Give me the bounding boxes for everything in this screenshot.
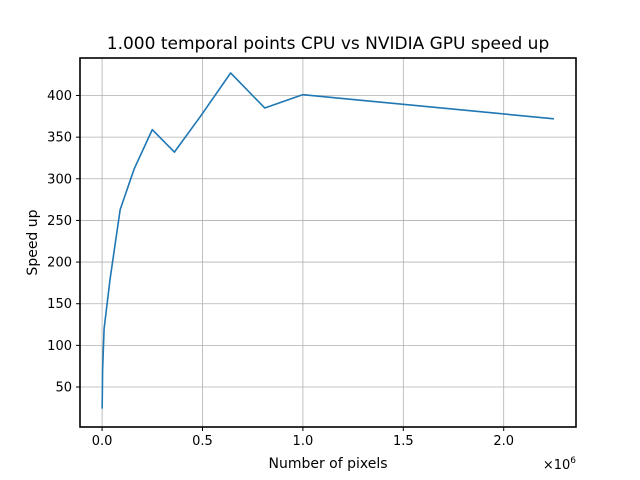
series-line — [101, 72, 554, 409]
x-offset-exponent: 6 — [570, 456, 576, 466]
y-tick-label: 200 — [47, 256, 72, 271]
x-axis-offset-label: ×106 — [543, 456, 576, 473]
plot-frame — [79, 57, 577, 428]
y-tick-label: 150 — [47, 297, 72, 312]
x-tick-label: 1.0 — [293, 434, 314, 449]
data-points — [102, 72, 554, 409]
x-tick-label: 0.5 — [192, 434, 213, 449]
y-tick-label: 300 — [47, 172, 72, 187]
y-axis-label: Speed up — [25, 209, 41, 275]
grid — [80, 58, 576, 427]
y-tick-label: 100 — [47, 339, 72, 354]
x-tick-label: 0.0 — [92, 434, 113, 449]
y-tick-label: 400 — [47, 89, 72, 104]
x-offset-base: ×10 — [543, 458, 570, 473]
x-tick-label: 2.0 — [493, 434, 514, 449]
chart-title: 1.000 temporal points CPU vs NVIDIA GPU … — [107, 34, 549, 54]
y-tick-label: 50 — [55, 381, 72, 396]
x-axis-label: Number of pixels — [268, 456, 387, 472]
x-tick-label: 1.5 — [393, 434, 414, 449]
axis-ticks: 0.0 0.5 1.0 1.5 2.0 50 100 150 200 250 300 350 400 — [47, 89, 514, 449]
y-tick-label: 350 — [47, 131, 72, 146]
y-tick-label: 250 — [47, 214, 72, 229]
